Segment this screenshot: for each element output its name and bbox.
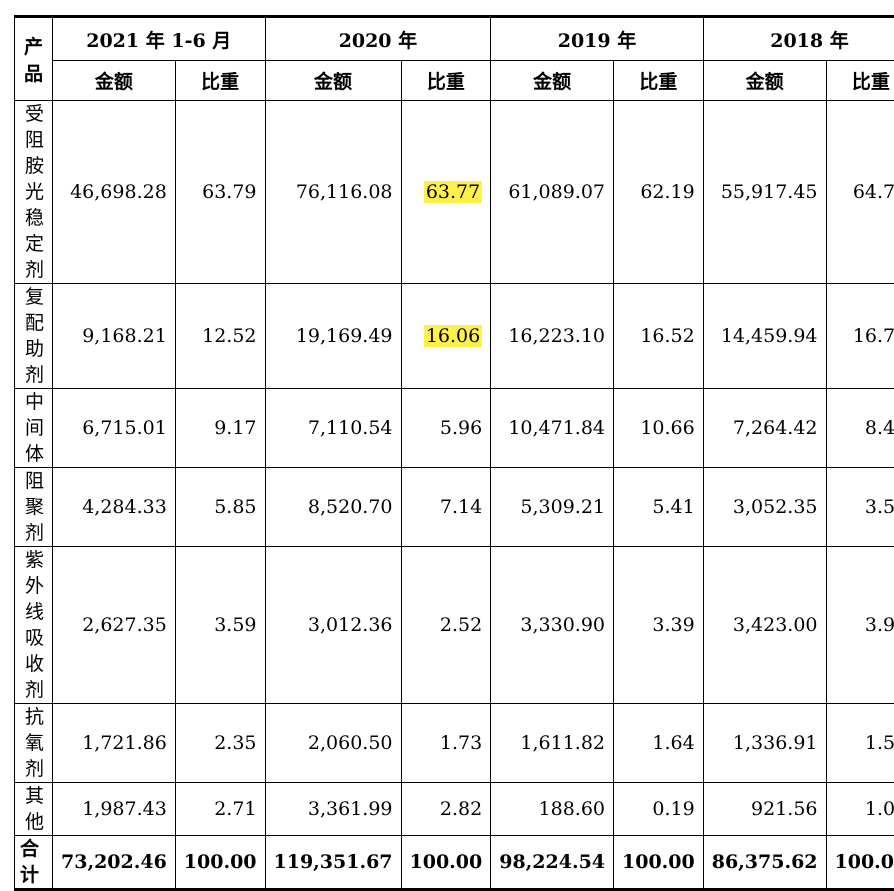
ratio-cell: 10.66 [614,389,704,468]
amount-cell: 4,284.33 [53,468,176,547]
ratio-cell: 64.74 [826,101,894,284]
table-row: 紫外线吸收剂 2,627.35 3.59 3,012.36 2.52 3,330… [15,547,894,704]
ratio-cell: 1.64 [614,704,704,783]
amount-cell: 1,336.91 [703,704,826,783]
ratio-cell: 16.52 [614,284,704,389]
product-name: 其他 [15,783,53,836]
product-header: 产品 [15,17,53,101]
ratio-cell: 3.39 [614,547,704,704]
amount-cell: 2,627.35 [53,547,176,704]
total-label: 合计 [15,836,53,890]
period-header-2018: 2018 年 [703,17,894,61]
total-amount-cell: 73,202.46 [53,836,176,890]
amount-cell: 1,611.82 [491,704,614,783]
amount-header: 金额 [53,61,176,101]
ratio-cell: 3.59 [175,547,265,704]
amount-cell: 3,052.35 [703,468,826,547]
ratio-cell: 2.35 [175,704,265,783]
amount-cell: 7,264.42 [703,389,826,468]
table-row: 复配助剂 9,168.21 12.52 19,169.49 16.06 16,2… [15,284,894,389]
amount-cell: 46,698.28 [53,101,176,284]
product-name: 中间体 [15,389,53,468]
ratio-cell: 1.55 [826,704,894,783]
table-row: 中间体 6,715.01 9.17 7,110.54 5.96 10,471.8… [15,389,894,468]
total-row: 合计 73,202.46 100.00 119,351.67 100.00 98… [15,836,894,890]
period-header-2019: 2019 年 [491,17,704,61]
highlight-mark: 16.06 [424,325,482,347]
amount-cell: 19,169.49 [265,284,401,389]
table-row: 受阻胺光稳定剂 46,698.28 63.79 76,116.08 63.77 … [15,101,894,284]
amount-cell: 188.60 [491,783,614,836]
total-ratio-cell: 100.00 [401,836,491,890]
amount-cell: 3,012.36 [265,547,401,704]
amount-cell: 3,361.99 [265,783,401,836]
ratio-cell: 12.52 [175,284,265,389]
ratio-header: 比重 [826,61,894,101]
amount-cell: 7,110.54 [265,389,401,468]
amount-cell: 3,423.00 [703,547,826,704]
ratio-cell: 1.73 [401,704,491,783]
period-header-2020: 2020 年 [265,17,491,61]
ratio-cell: 9.17 [175,389,265,468]
ratio-cell: 16.74 [826,284,894,389]
ratio-cell: 0.19 [614,783,704,836]
ratio-cell-highlighted: 63.77 [401,101,491,284]
amount-cell: 16,223.10 [491,284,614,389]
product-name: 抗氧剂 [15,704,53,783]
amount-cell: 3,330.90 [491,547,614,704]
ratio-header: 比重 [401,61,491,101]
amount-cell: 2,060.50 [265,704,401,783]
total-amount-cell: 86,375.62 [703,836,826,890]
total-amount-cell: 98,224.54 [491,836,614,890]
ratio-cell: 62.19 [614,101,704,284]
amount-header: 金额 [491,61,614,101]
product-revenue-table: 产品 2021 年 1-6 月 2020 年 2019 年 2018 年 金额 … [14,15,894,891]
product-name: 复配助剂 [15,284,53,389]
ratio-cell: 63.79 [175,101,265,284]
product-name: 阻聚剂 [15,468,53,547]
amount-cell: 6,715.01 [53,389,176,468]
amount-cell: 10,471.84 [491,389,614,468]
total-ratio-cell: 100.00 [614,836,704,890]
ratio-header: 比重 [175,61,265,101]
ratio-cell: 7.14 [401,468,491,547]
product-name: 受阻胺光稳定剂 [15,101,53,284]
ratio-cell: 3.53 [826,468,894,547]
ratio-header: 比重 [614,61,704,101]
ratio-cell: 8.41 [826,389,894,468]
table-row: 其他 1,987.43 2.71 3,361.99 2.82 188.60 0.… [15,783,894,836]
ratio-cell: 3.96 [826,547,894,704]
ratio-cell: 2.71 [175,783,265,836]
amount-cell: 76,116.08 [265,101,401,284]
amount-cell: 1,721.86 [53,704,176,783]
amount-cell: 55,917.45 [703,101,826,284]
ratio-cell: 5.41 [614,468,704,547]
amount-cell: 61,089.07 [491,101,614,284]
amount-cell: 8,520.70 [265,468,401,547]
ratio-cell: 2.82 [401,783,491,836]
amount-cell: 9,168.21 [53,284,176,389]
ratio-cell: 1.07 [826,783,894,836]
amount-cell: 14,459.94 [703,284,826,389]
amount-cell: 5,309.21 [491,468,614,547]
amount-header: 金额 [265,61,401,101]
period-header-2021h1: 2021 年 1-6 月 [53,17,266,61]
ratio-cell-highlighted: 16.06 [401,284,491,389]
amount-header: 金额 [703,61,826,101]
ratio-cell: 5.96 [401,389,491,468]
total-ratio-cell: 100.00 [175,836,265,890]
table-wrapper: 产品 2021 年 1-6 月 2020 年 2019 年 2018 年 金额 … [14,15,894,891]
highlight-mark: 63.77 [424,181,482,203]
product-name: 紫外线吸收剂 [15,547,53,704]
table-row: 阻聚剂 4,284.33 5.85 8,520.70 7.14 5,309.21… [15,468,894,547]
ratio-cell: 2.52 [401,547,491,704]
amount-cell: 921.56 [703,783,826,836]
ratio-cell: 5.85 [175,468,265,547]
total-ratio-cell: 100.00 [826,836,894,890]
table-row: 抗氧剂 1,721.86 2.35 2,060.50 1.73 1,611.82… [15,704,894,783]
total-amount-cell: 119,351.67 [265,836,401,890]
amount-cell: 1,987.43 [53,783,176,836]
